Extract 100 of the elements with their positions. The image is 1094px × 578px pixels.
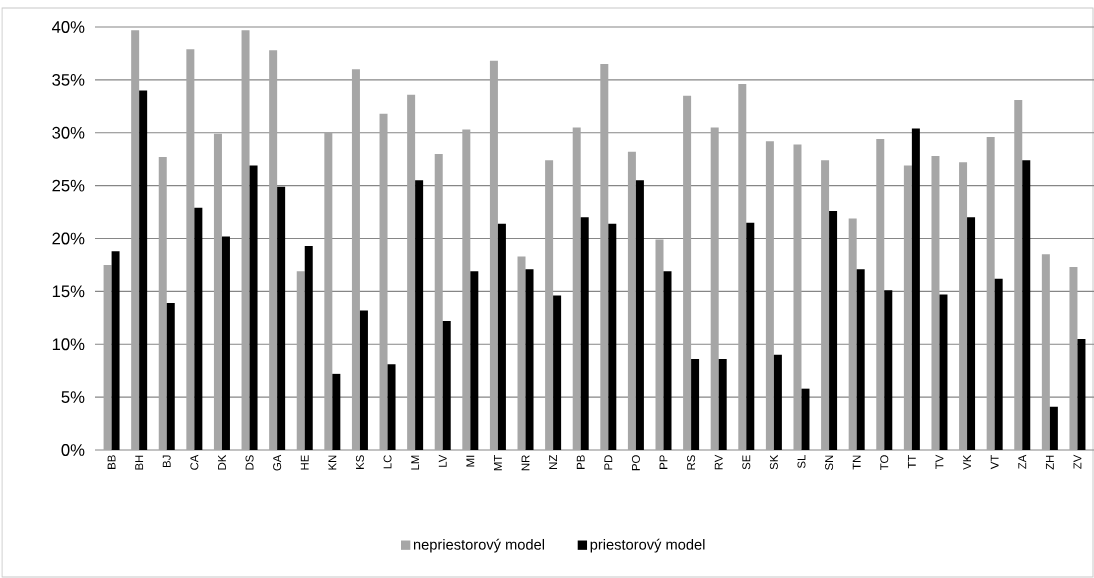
y-tick-label: 5% xyxy=(61,391,85,403)
bar xyxy=(821,160,830,450)
bar xyxy=(545,160,554,450)
bar xyxy=(765,141,774,450)
x-tick-label: PD xyxy=(604,455,613,470)
bar xyxy=(718,359,727,450)
bar xyxy=(553,295,562,450)
x-tick-label: SN xyxy=(825,455,834,470)
bar xyxy=(848,218,857,450)
y-tick-label: 40% xyxy=(51,21,85,33)
y-tick-label: 15% xyxy=(52,285,85,298)
x-tick-label: VT xyxy=(990,454,999,470)
bar xyxy=(608,223,617,450)
x-tick-label: TO xyxy=(880,455,889,470)
bar xyxy=(277,186,286,450)
bar xyxy=(1069,267,1078,450)
bar xyxy=(829,211,838,450)
bar xyxy=(600,64,609,450)
bar xyxy=(186,49,195,450)
bar xyxy=(111,251,120,450)
bar xyxy=(249,165,258,450)
x-tick-label: PB xyxy=(576,455,585,469)
x-tick-label: PO xyxy=(631,455,640,471)
y-tick-label: 20% xyxy=(52,232,85,245)
x-tick-label: TT xyxy=(907,454,916,469)
bar xyxy=(655,239,664,450)
bar xyxy=(359,310,368,450)
bar xyxy=(387,364,396,450)
bar xyxy=(931,156,940,450)
bar xyxy=(332,373,341,450)
bar xyxy=(635,180,644,450)
bar xyxy=(296,271,305,450)
x-tick-label: BB xyxy=(107,455,116,469)
y-tick-label: 0% xyxy=(61,444,85,456)
bar xyxy=(1041,254,1050,450)
bar xyxy=(911,128,920,450)
x-tick-label: MT xyxy=(494,454,502,471)
x-tick-label: BJ xyxy=(162,455,171,468)
x-tick-label: SE xyxy=(742,455,751,470)
bar xyxy=(304,245,313,450)
bar xyxy=(801,388,810,450)
bar xyxy=(710,127,719,450)
bar xyxy=(470,271,479,450)
x-tick-label: ZV xyxy=(1073,454,1082,469)
bar xyxy=(1022,160,1031,450)
bar xyxy=(415,180,424,450)
x-tick-label: GA xyxy=(273,454,282,471)
bar xyxy=(1077,338,1086,450)
bar xyxy=(959,162,968,450)
bar xyxy=(691,359,700,450)
x-tick-label: DK xyxy=(218,454,226,470)
bar xyxy=(379,113,388,450)
bar xyxy=(241,30,250,450)
bar xyxy=(663,271,672,450)
bar xyxy=(442,320,451,450)
x-tick-label: BH xyxy=(135,455,144,470)
bar xyxy=(627,151,636,450)
y-tick-label: 30% xyxy=(52,126,85,139)
bar xyxy=(324,132,333,450)
bar xyxy=(497,223,506,450)
x-tick-label: KN xyxy=(328,455,337,470)
bar xyxy=(517,256,526,450)
bar xyxy=(876,139,885,450)
bar xyxy=(738,84,747,450)
bar xyxy=(131,30,140,450)
x-tick-label: RS xyxy=(687,455,696,470)
bar xyxy=(158,157,167,450)
legend-label: nepriestorový model xyxy=(413,538,545,553)
bar xyxy=(884,290,893,450)
y-tick-label: 25% xyxy=(52,179,85,192)
bar xyxy=(1049,406,1058,450)
x-tick-label: PP xyxy=(659,455,668,469)
bar xyxy=(407,94,416,450)
bar xyxy=(351,69,360,450)
bar xyxy=(994,278,1003,450)
bar xyxy=(489,60,498,450)
x-tick-label: TN xyxy=(852,455,861,470)
bar xyxy=(1014,99,1023,450)
bar xyxy=(967,217,976,450)
bar xyxy=(269,50,278,450)
bar xyxy=(166,303,175,450)
bar xyxy=(434,153,443,450)
x-tick-label: CA xyxy=(190,454,199,470)
y-tick-label: 10% xyxy=(52,338,85,351)
x-tick-label: ZA xyxy=(1018,454,1027,469)
y-tick-label: 35% xyxy=(52,73,85,86)
x-tick-label: LC xyxy=(383,455,392,469)
bar xyxy=(525,269,534,450)
bar xyxy=(103,264,112,450)
bar xyxy=(903,165,912,450)
x-tick-label: NR xyxy=(521,455,530,471)
bar xyxy=(773,354,782,450)
bar xyxy=(746,222,755,450)
x-tick-label: SL xyxy=(797,455,806,469)
bar xyxy=(683,95,692,450)
bar xyxy=(221,236,230,450)
bar xyxy=(986,136,995,450)
x-tick-label: MI xyxy=(466,455,475,467)
x-tick-label: DS xyxy=(245,455,254,470)
x-tick-label: RV xyxy=(714,454,723,470)
